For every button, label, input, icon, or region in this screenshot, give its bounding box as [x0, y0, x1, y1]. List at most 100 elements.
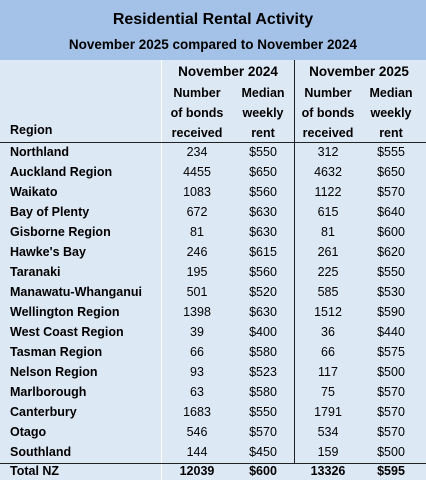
bonds-2025: 81	[321, 225, 335, 239]
table-row: Hawke's Bay 246 $615 261 $620	[0, 242, 426, 262]
table-row: Manawatu-Whanganui 501 $520 585 $530	[0, 282, 426, 302]
region-name: Gisborne Region	[10, 225, 111, 239]
bonds-2025: 1512	[314, 305, 342, 319]
bonds-2025: 4632	[314, 165, 342, 179]
bonds-2025: 1122	[314, 185, 342, 199]
table-row: Wellington Region 1398 $630 1512 $590	[0, 302, 426, 322]
bonds-2024: 144	[186, 445, 208, 459]
table-row: Tasman Region 66 $580 66 $575	[0, 342, 426, 362]
rent-2024: $580	[249, 345, 277, 359]
rent-2025: $550	[377, 265, 405, 279]
column-divider-period	[294, 60, 295, 463]
bonds-2025: 36	[321, 325, 335, 339]
table-row: Marlborough 63 $580 75 $570	[0, 382, 426, 402]
region-name: Waikato	[10, 185, 58, 199]
rent-2024: $450	[249, 445, 277, 459]
rent-2024: $570	[249, 425, 277, 439]
table-title: Residential Rental Activity	[112, 11, 314, 28]
region-name: Wellington Region	[10, 305, 120, 319]
bonds-2025: 225	[317, 265, 339, 279]
total-bonds-2024: 12039	[179, 464, 215, 478]
rent-2024: $520	[249, 285, 277, 299]
table-row: Southland 144 $450 159 $500	[0, 442, 426, 462]
bonds-2024: 66	[190, 345, 204, 359]
bonds-2024: 39	[190, 325, 204, 339]
period-header-2025: November 2025	[309, 64, 409, 79]
rent-2025: $555	[377, 145, 405, 159]
rent-2024: $630	[249, 225, 277, 239]
rent-2024: $523	[249, 365, 277, 379]
bonds-2025: 1791	[314, 405, 342, 419]
rent-2025: $440	[377, 325, 405, 339]
rent-2024: $630	[249, 305, 277, 319]
table-row: Canterbury 1683 $550 1791 $570	[0, 402, 426, 422]
table-subtitle: November 2025 compared to November 2024	[68, 37, 358, 52]
bonds-2024: 234	[186, 145, 208, 159]
column-divider-region	[161, 60, 162, 480]
bonds-2024: 1083	[183, 185, 211, 199]
region-name: Nelson Region	[10, 365, 98, 379]
bonds-2025: 75	[321, 385, 335, 399]
rent-2024: $550	[249, 145, 277, 159]
rent-2024: $550	[249, 405, 277, 419]
bonds-2024: 93	[190, 365, 204, 379]
total-rent-2025: $595	[377, 464, 405, 478]
region-name: Marlborough	[10, 385, 87, 399]
bonds-header-2024: Number of bonds received	[170, 86, 224, 140]
rent-2025: $570	[377, 185, 405, 199]
bonds-2024: 195	[186, 265, 208, 279]
total-bonds-2025: 13326	[310, 464, 346, 478]
rent-2025: $590	[377, 305, 405, 319]
table-row: Nelson Region 93 $523 117 $500	[0, 362, 426, 382]
rent-2025: $500	[377, 365, 405, 379]
rent-2024: $630	[249, 205, 277, 219]
rent-2025: $600	[377, 225, 405, 239]
rent-2025: $650	[377, 165, 405, 179]
region-name: Taranaki	[10, 265, 61, 279]
bonds-2025: 585	[317, 285, 339, 299]
table-row: Waikato 1083 $560 1122 $570	[0, 182, 426, 202]
rent-2025: $500	[377, 445, 405, 459]
total-row: Total NZ 12039 $600 13326 $595	[0, 461, 426, 481]
region-name: Auckland Region	[10, 165, 113, 179]
rent-2025: $570	[377, 385, 405, 399]
bonds-2025: 66	[321, 345, 335, 359]
bonds-2024: 63	[190, 385, 204, 399]
bonds-2025: 117	[318, 365, 338, 379]
table-row: West Coast Region 39 $400 36 $440	[0, 322, 426, 342]
bonds-2025: 312	[317, 145, 339, 159]
bonds-2024: 246	[186, 245, 208, 259]
rent-2025: $575	[377, 345, 405, 359]
bonds-2025: 261	[317, 245, 339, 259]
region-column-header: Region	[10, 123, 53, 137]
bonds-2025: 615	[317, 205, 339, 219]
bonds-2024: 672	[186, 205, 208, 219]
rent-2025: $640	[377, 205, 405, 219]
region-name: Tasman Region	[10, 345, 103, 359]
bonds-2024: 1398	[183, 305, 211, 319]
table-row: Northland 234 $550 312 $555	[0, 142, 426, 162]
bonds-header-2025: Number of bonds received	[301, 86, 355, 140]
table-row: Gisborne Region 81 $630 81 $600	[0, 222, 426, 242]
total-label: Total NZ	[10, 464, 60, 478]
rent-2024: $560	[249, 265, 277, 279]
region-name: Hawke's Bay	[10, 245, 86, 259]
region-name: Canterbury	[10, 405, 77, 419]
table-row: Bay of Plenty 672 $630 615 $640	[0, 202, 426, 222]
period-header-2024: November 2024	[178, 64, 278, 79]
region-name: Northland	[10, 145, 70, 159]
rent-2024: $400	[249, 325, 277, 339]
title-band	[0, 0, 426, 60]
rent-header-2024: Median weekly rent	[241, 86, 285, 140]
bonds-2025: 534	[317, 425, 339, 439]
region-name: Southland	[10, 445, 72, 459]
total-rent-2024: $600	[249, 464, 277, 478]
bonds-2025: 159	[317, 445, 339, 459]
bonds-2024: 546	[186, 425, 208, 439]
bonds-2024: 1683	[183, 405, 211, 419]
header-divider	[0, 142, 426, 143]
bonds-2024: 4455	[183, 165, 211, 179]
bonds-2024: 501	[186, 285, 208, 299]
total-divider	[0, 463, 426, 464]
